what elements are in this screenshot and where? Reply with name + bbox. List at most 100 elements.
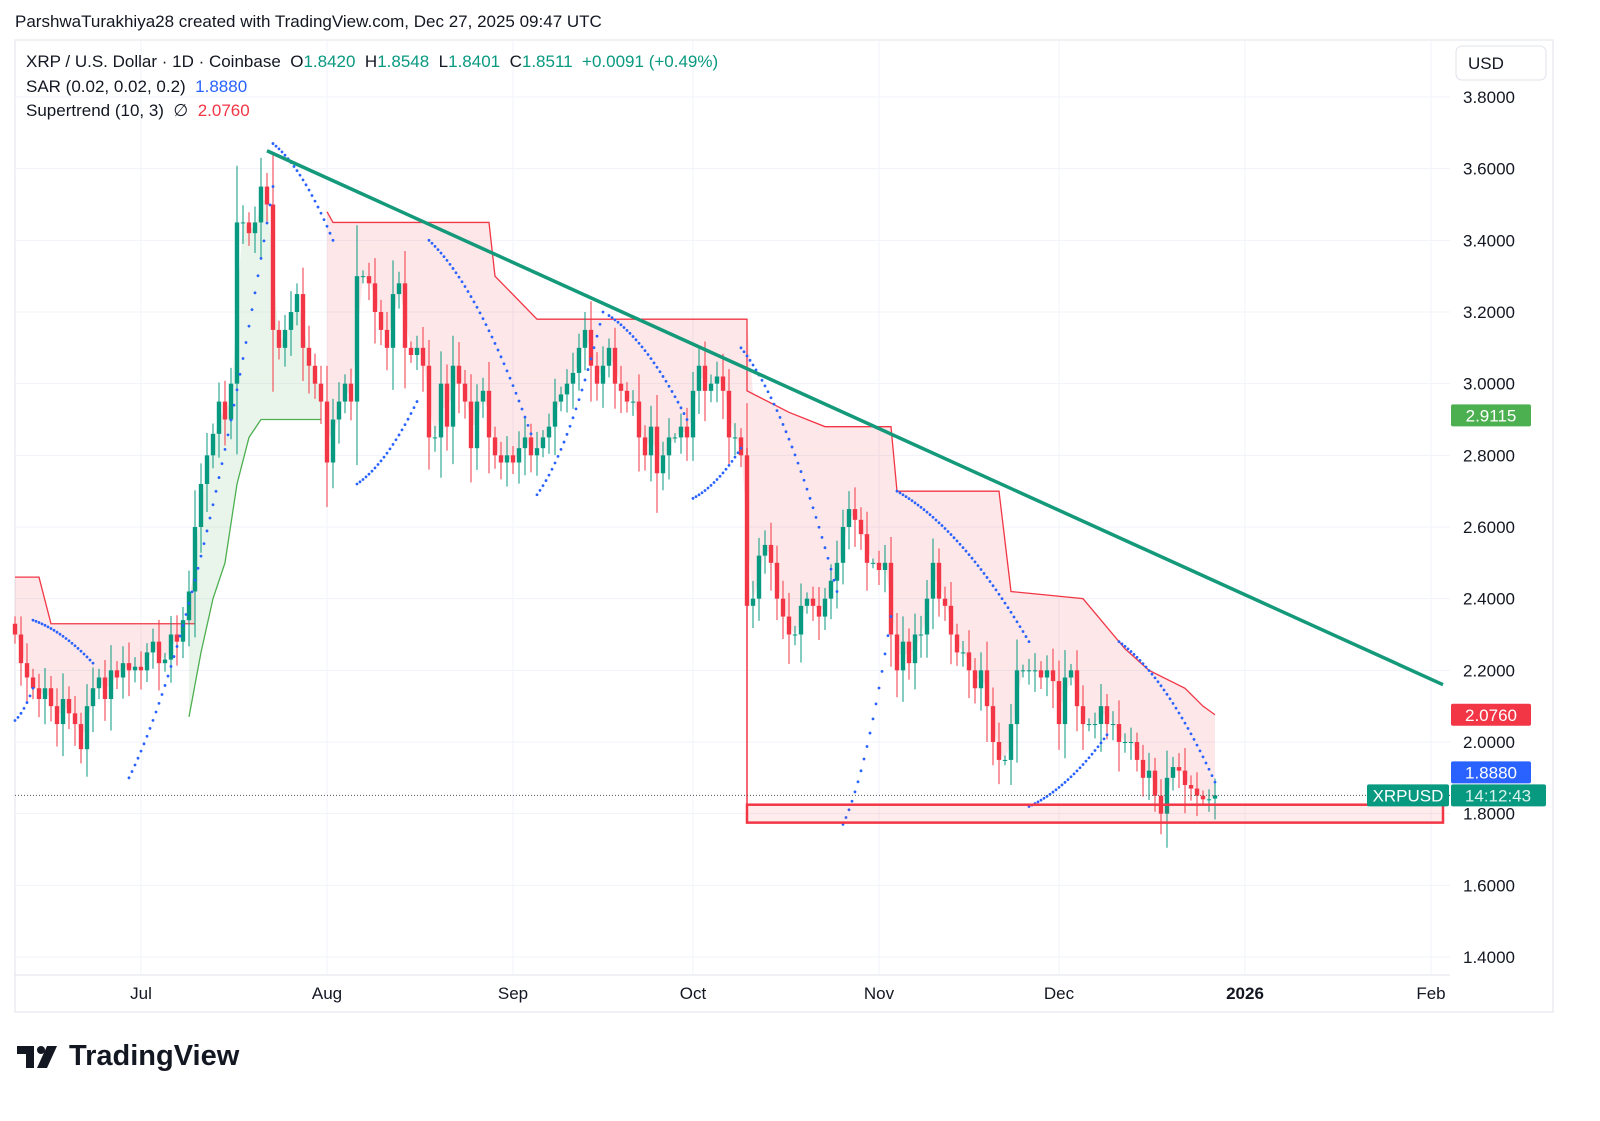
x-tick-label: Oct: [680, 984, 707, 1003]
y-tick-label: 3.8000: [1463, 88, 1515, 107]
candle-body: [780, 598, 786, 617]
candle-body: [1188, 784, 1194, 789]
sar-dot: [592, 346, 596, 350]
candle-body: [546, 426, 552, 438]
sar-dot: [1084, 759, 1088, 763]
candle: [474, 384, 480, 470]
currency-button[interactable]: [1455, 45, 1547, 81]
sar-dot: [661, 375, 665, 378]
sar-dot: [529, 432, 533, 436]
sar-dot: [619, 323, 623, 327]
candle-body: [624, 390, 630, 402]
sar-legend[interactable]: SAR (0.02, 0.02, 0.2) 1.8880: [26, 77, 247, 97]
sar-dot: [586, 368, 590, 371]
sar-dot: [1021, 630, 1025, 633]
candle-body: [1212, 795, 1218, 799]
sar-dot: [910, 499, 914, 503]
sar-dot: [151, 718, 155, 722]
tradingview-logo[interactable]: TradingView: [17, 1040, 239, 1073]
sar-dot: [475, 305, 479, 309]
sar-dot: [355, 482, 359, 486]
supertrend-legend[interactable]: Supertrend (10, 3) ∅ 2.0760: [26, 101, 250, 121]
candle: [1122, 733, 1128, 753]
candle: [120, 646, 126, 699]
sar-dot: [853, 790, 857, 794]
candle-body: [234, 222, 240, 384]
sar-dot: [85, 655, 89, 659]
sar-dot: [1120, 642, 1124, 646]
candle: [306, 325, 312, 394]
candle: [30, 668, 36, 700]
sar-dot: [34, 619, 38, 623]
candle: [354, 225, 360, 466]
sar-dot: [178, 634, 182, 638]
sar-dot: [490, 335, 494, 339]
candle-body: [1056, 681, 1062, 725]
candle: [162, 652, 168, 672]
candle: [858, 507, 864, 550]
candle: [1128, 727, 1134, 760]
symbol-legend: XRP / U.S. Dollar · 1D · Coinbase O1.842…: [26, 52, 718, 72]
candle: [678, 413, 684, 454]
sar-dot: [679, 406, 683, 410]
candle-body: [1014, 670, 1020, 725]
candle: [948, 582, 954, 665]
sar-dot: [1150, 672, 1154, 676]
sar-dot: [673, 395, 677, 399]
chart-credit: ParshwaTurakhiya28 created with TradingV…: [15, 12, 602, 31]
hidden-icon[interactable]: ∅: [173, 101, 189, 120]
candle: [246, 212, 252, 246]
sar-dot: [571, 416, 575, 420]
sar-dot: [1027, 640, 1031, 644]
candle-body: [474, 401, 480, 449]
sar-dot: [685, 418, 689, 421]
candle: [1008, 704, 1014, 785]
candle: [612, 327, 618, 409]
candle-body: [612, 347, 618, 384]
candle: [972, 658, 978, 704]
sar-dot: [1126, 647, 1130, 651]
candle: [288, 291, 294, 356]
candle: [432, 425, 438, 452]
candle-body: [72, 713, 78, 725]
sar-dot: [391, 443, 395, 446]
sar-dot: [652, 361, 656, 365]
candle-body: [426, 365, 432, 438]
candle: [642, 425, 648, 471]
candle-body: [402, 283, 408, 348]
candle: [234, 165, 240, 455]
supertrend-fill: [189, 195, 321, 717]
sar-dot: [181, 623, 185, 627]
candle-body: [156, 641, 162, 664]
sar-dot: [1177, 711, 1181, 715]
candle-body: [906, 641, 912, 664]
candle-body: [972, 670, 978, 689]
sar-dot: [154, 710, 158, 714]
candle: [468, 374, 474, 483]
sar-dot: [1168, 697, 1172, 701]
candle: [228, 367, 234, 440]
candle: [918, 615, 924, 658]
sar-dot: [157, 702, 161, 705]
sar-dot: [235, 388, 239, 392]
candle: [444, 364, 450, 451]
sar-dot: [967, 553, 971, 556]
sar-dot: [58, 632, 62, 636]
sar-dot: [886, 634, 890, 638]
candle: [330, 398, 336, 489]
descending-trendline[interactable]: [266, 149, 1444, 687]
candle: [390, 260, 396, 390]
sar-dot: [223, 447, 227, 451]
sar-dot: [268, 203, 272, 207]
candle-body: [648, 426, 654, 456]
candle-body: [660, 455, 666, 474]
candle: [828, 564, 834, 620]
sar-dot: [919, 505, 923, 509]
symbol-title[interactable]: XRP / U.S. Dollar · 1D · Coinbase: [26, 52, 281, 71]
candle-body: [486, 390, 492, 438]
candle-body: [450, 365, 456, 427]
candle: [576, 333, 582, 391]
sar-dot: [271, 142, 275, 145]
sar-dot: [667, 384, 671, 388]
